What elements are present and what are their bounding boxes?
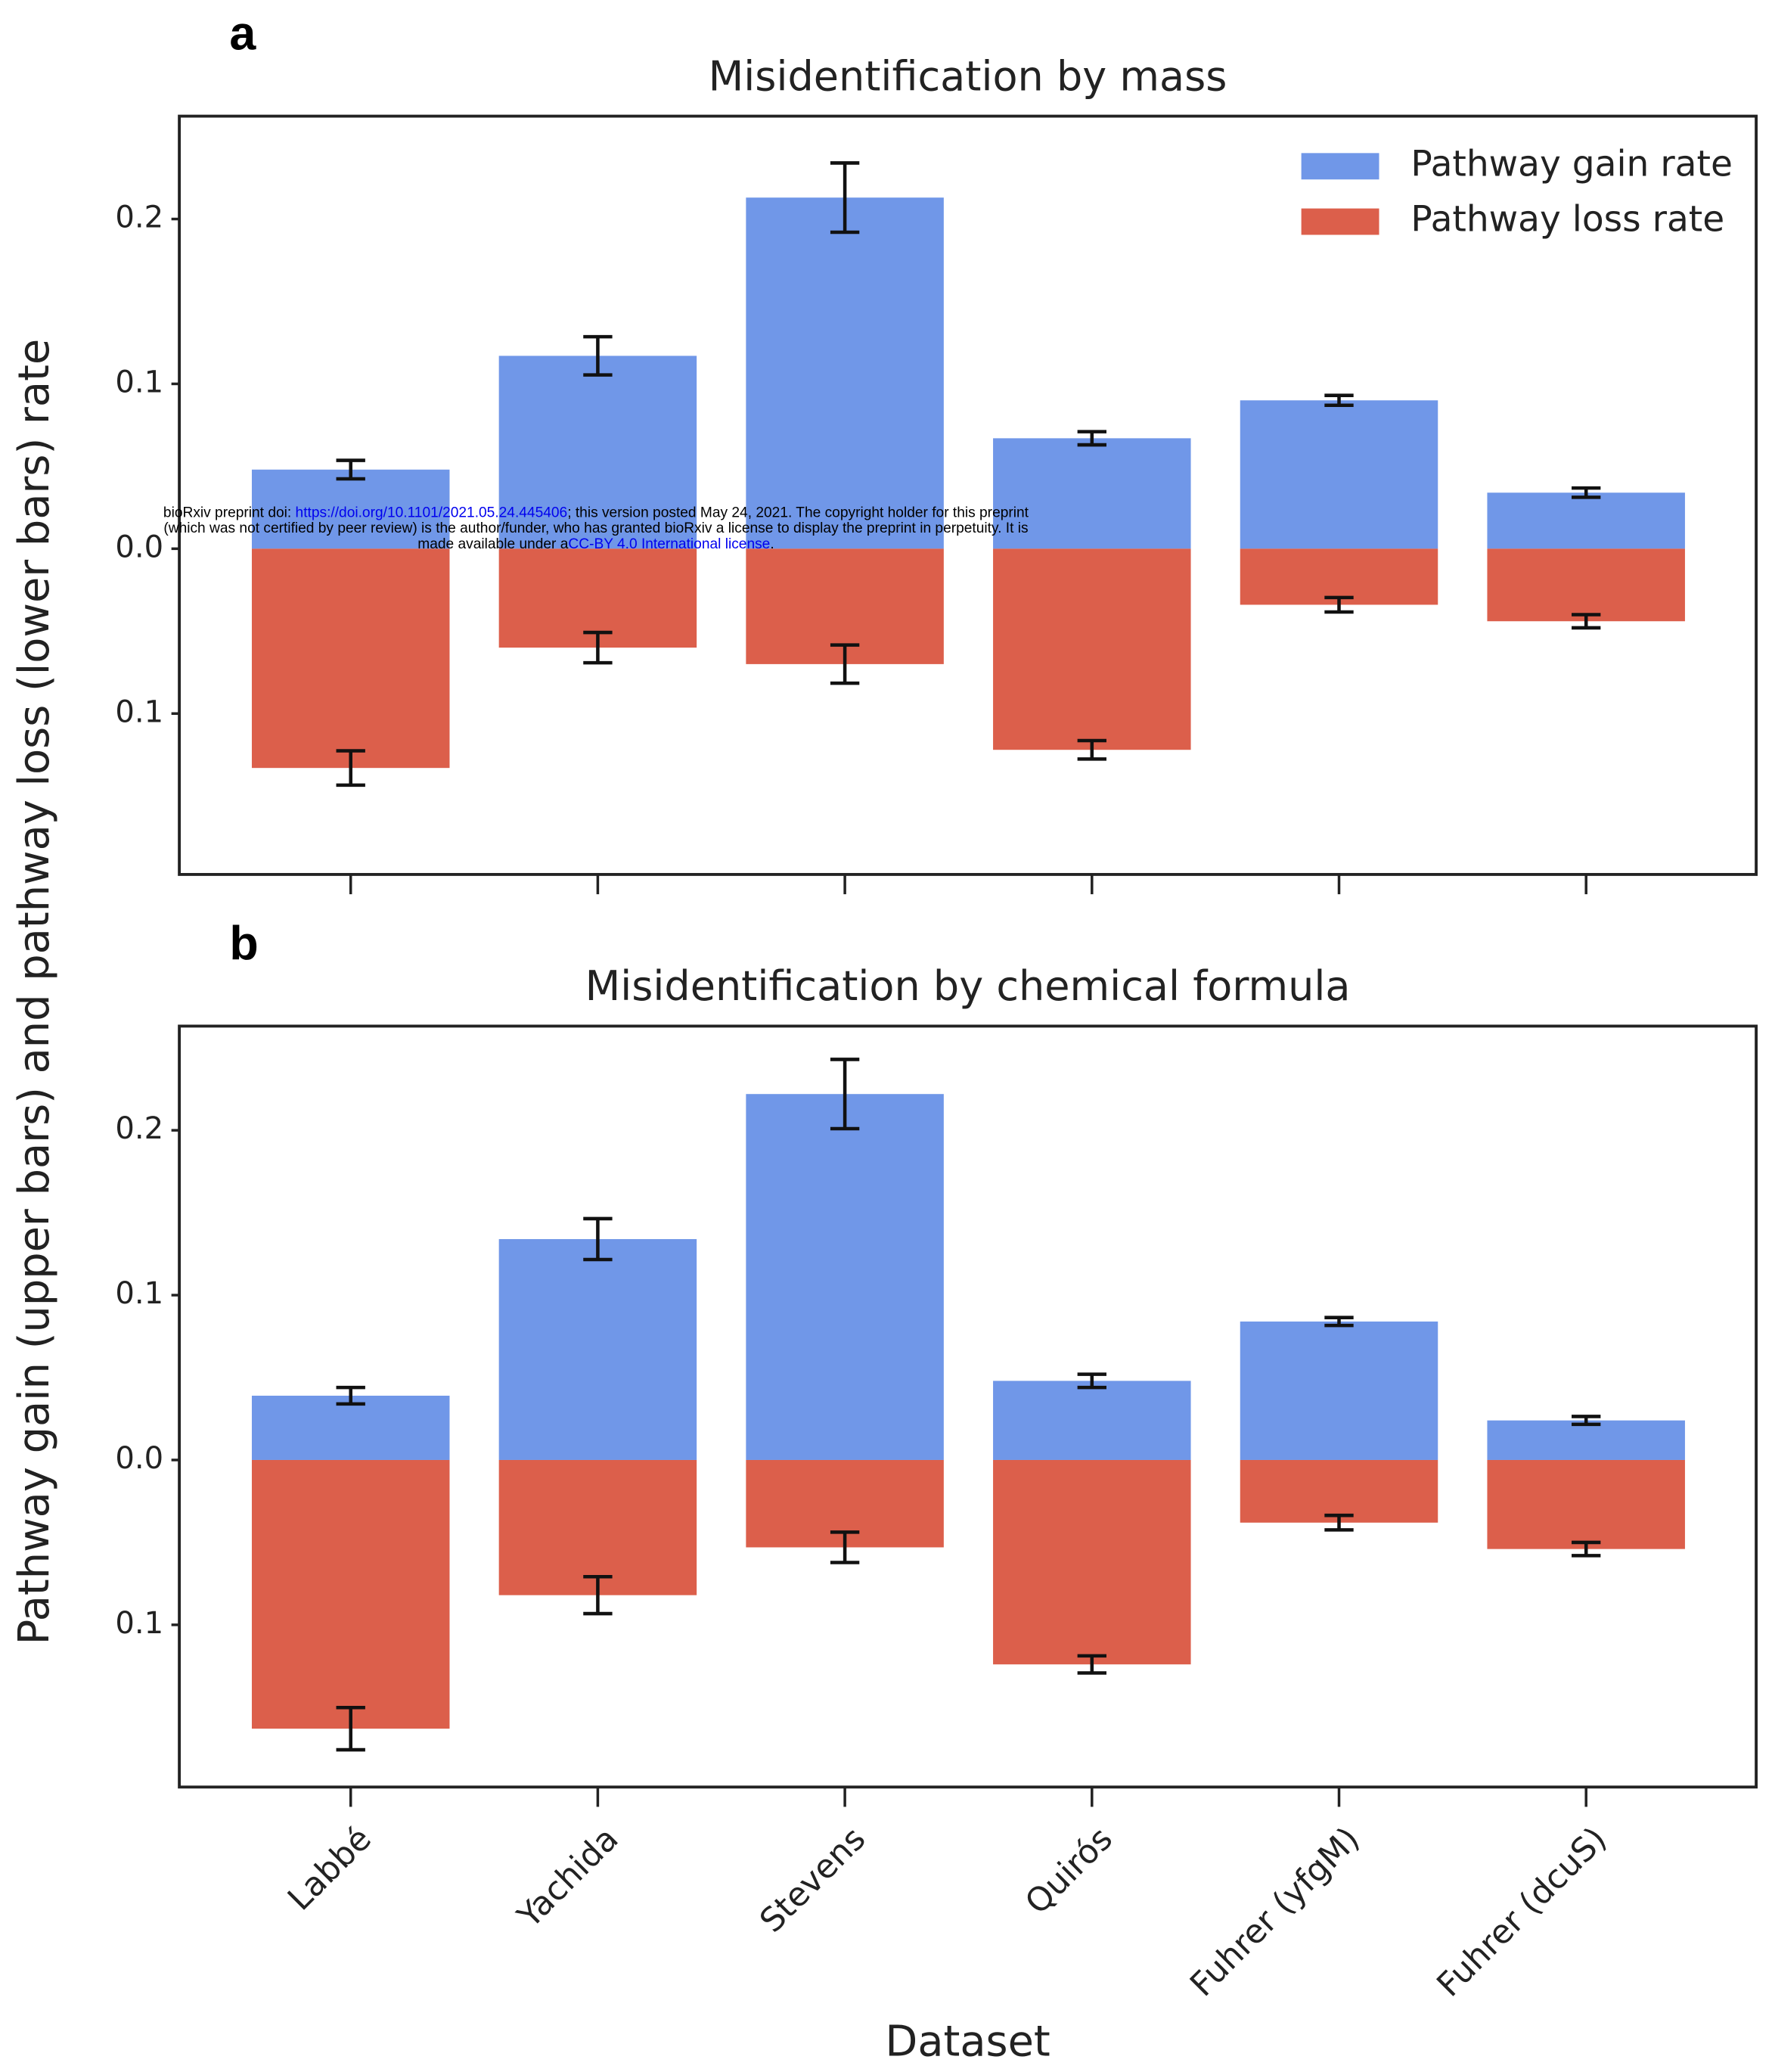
bar bbox=[251, 1395, 450, 1460]
error-bar bbox=[1324, 1316, 1354, 1328]
bar bbox=[498, 1459, 697, 1595]
chart-title: Misidentification by chemical formula bbox=[585, 962, 1351, 1010]
watermark-link[interactable]: https://doi.org/10.1101/2021.05.24.44540… bbox=[296, 505, 568, 520]
x-axis-label: Dataset bbox=[885, 2017, 1050, 2066]
error-bar bbox=[1077, 430, 1106, 447]
watermark-text: bioRxiv preprint doi: bbox=[163, 505, 296, 520]
error-bar bbox=[830, 1530, 860, 1564]
y-tick-label: 0.2 bbox=[115, 1111, 163, 1146]
error-bar bbox=[336, 1706, 365, 1752]
bar bbox=[251, 469, 450, 549]
legend-label: Pathway loss rate bbox=[1410, 199, 1724, 241]
watermark-text: (which was not certified by peer review)… bbox=[163, 520, 1028, 536]
watermark-line: bioRxiv preprint doi: https://doi.org/10… bbox=[163, 505, 1029, 520]
x-tick-label: Fuhrer (yfgM) bbox=[1184, 1820, 1367, 2004]
bar bbox=[498, 356, 697, 549]
x-tick-label: Stevens bbox=[753, 1820, 874, 1940]
error-bar bbox=[583, 630, 613, 665]
panel-label: a bbox=[229, 8, 256, 61]
error-bar bbox=[1077, 1372, 1106, 1390]
bar bbox=[1240, 400, 1438, 549]
x-tick-label: Labbé bbox=[281, 1820, 378, 1918]
watermark-text: ; this version posted May 24, 2021. The … bbox=[567, 505, 1029, 520]
error-bar bbox=[1572, 486, 1601, 499]
chart-title: Misidentification by mass bbox=[709, 52, 1227, 100]
watermark-link[interactable]: CC-BY 4.0 International license bbox=[568, 536, 770, 552]
bar bbox=[1487, 1459, 1685, 1549]
error-bar bbox=[830, 1058, 860, 1131]
bar bbox=[993, 438, 1191, 549]
legend-swatch bbox=[1301, 153, 1379, 180]
watermark-text: made available under a bbox=[417, 536, 568, 552]
error-bar bbox=[830, 161, 860, 235]
x-tick-label: Quirós bbox=[1018, 1820, 1120, 1922]
y-tick-label: 0.1 bbox=[115, 694, 163, 729]
error-bar bbox=[583, 334, 613, 377]
bar bbox=[498, 1238, 697, 1460]
y-tick-label: 0.1 bbox=[115, 365, 163, 399]
error-bar bbox=[1324, 1513, 1354, 1532]
error-bar bbox=[583, 1216, 613, 1262]
legend-label: Pathway gain rate bbox=[1410, 143, 1733, 185]
plot-frame bbox=[178, 114, 1758, 876]
bar bbox=[993, 548, 1191, 750]
error-bar bbox=[336, 749, 365, 787]
error-bar bbox=[1077, 1654, 1106, 1675]
y-axis-label: Pathway gain (upper bars) and pathway lo… bbox=[10, 339, 59, 1645]
y-tick-label: 0.2 bbox=[115, 200, 163, 235]
bar bbox=[1487, 548, 1685, 622]
error-bar bbox=[336, 458, 365, 481]
bar bbox=[1240, 1459, 1438, 1523]
error-bar bbox=[1572, 613, 1601, 630]
plot-frame bbox=[178, 1024, 1758, 1789]
error-bar bbox=[1324, 595, 1354, 614]
bar bbox=[1240, 548, 1438, 605]
bar bbox=[746, 1094, 944, 1460]
error-bar bbox=[1572, 1415, 1601, 1427]
bar bbox=[993, 1381, 1191, 1460]
x-tick-label: Yachida bbox=[510, 1820, 626, 1936]
legend-swatch bbox=[1301, 208, 1379, 235]
watermark-line: made available under aCC-BY 4.0 Internat… bbox=[417, 536, 774, 552]
y-tick-label: 0.1 bbox=[115, 1276, 163, 1311]
bar bbox=[1487, 1420, 1685, 1460]
error-bar bbox=[583, 1574, 613, 1616]
error-bar bbox=[1077, 738, 1106, 761]
bar bbox=[1240, 1321, 1438, 1460]
panel-label: b bbox=[229, 917, 258, 970]
bar bbox=[251, 548, 450, 769]
bar bbox=[251, 1459, 450, 1729]
error-bar bbox=[830, 643, 860, 685]
bar bbox=[1487, 492, 1685, 549]
y-tick-label: 0.1 bbox=[115, 1606, 163, 1641]
watermark-line: (which was not certified by peer review)… bbox=[163, 520, 1028, 536]
bar bbox=[993, 1459, 1191, 1665]
error-bar bbox=[336, 1385, 365, 1406]
error-bar bbox=[1324, 393, 1354, 408]
y-tick-label: 0.0 bbox=[115, 530, 163, 564]
y-tick-label: 0.0 bbox=[115, 1441, 163, 1476]
bar bbox=[746, 197, 944, 549]
error-bar bbox=[1572, 1540, 1601, 1558]
watermark-text: . bbox=[770, 536, 774, 552]
x-tick-label: Fuhrer (dcuS) bbox=[1430, 1820, 1615, 2005]
